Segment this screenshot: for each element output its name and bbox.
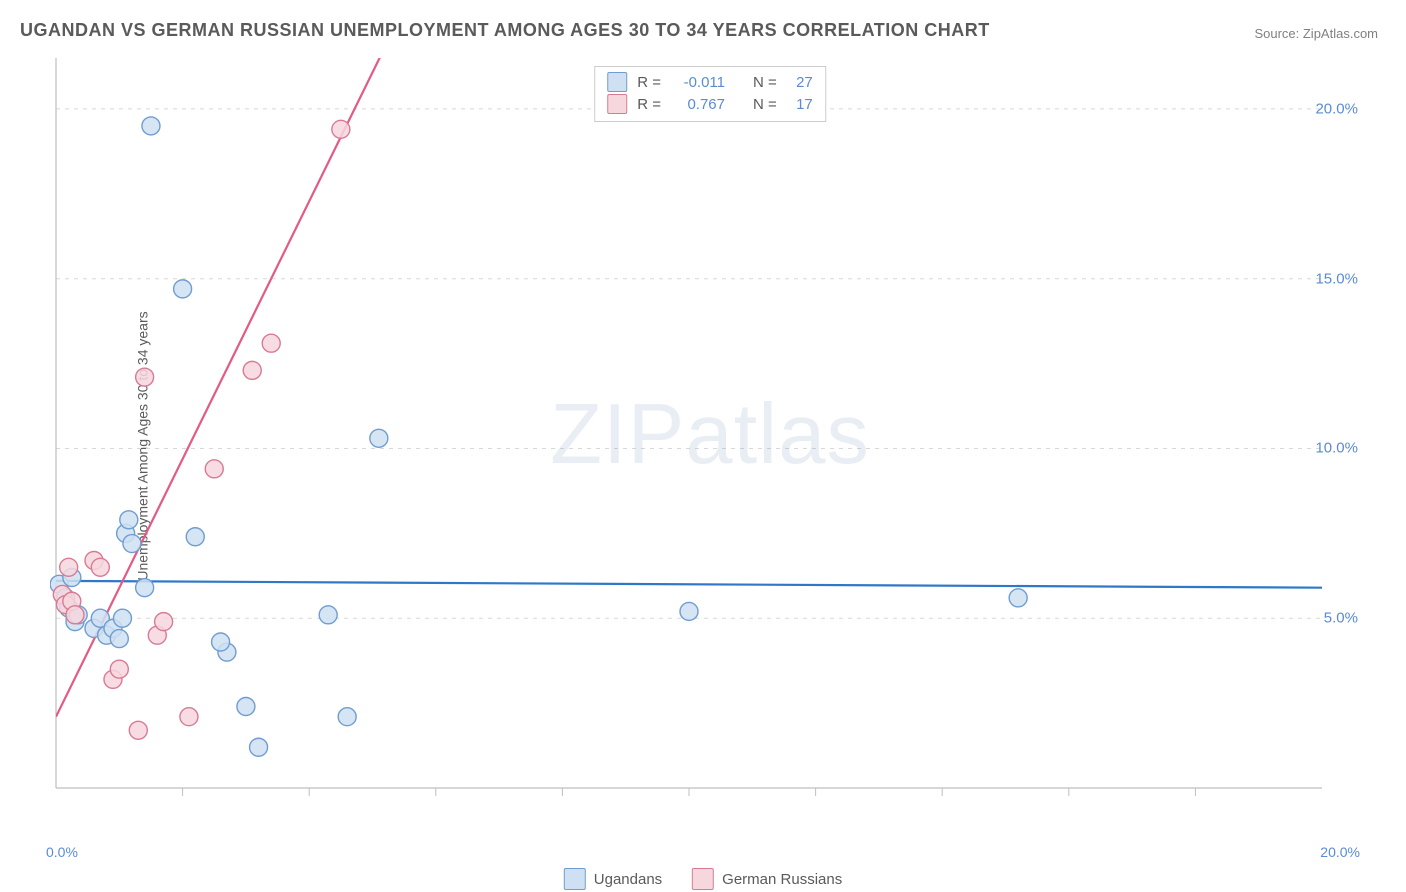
stat-row: R = 0.767 N = 17 <box>607 93 813 115</box>
series-legend: Ugandans German Russians <box>564 868 842 890</box>
stat-n-label: N = <box>753 96 777 113</box>
y-tick-label: 10.0% <box>1315 440 1358 457</box>
stat-r-label: R = <box>637 96 661 113</box>
stat-n-label: N = <box>753 74 777 91</box>
y-tick-label: 20.0% <box>1315 100 1358 117</box>
chart-title: UGANDAN VS GERMAN RUSSIAN UNEMPLOYMENT A… <box>20 20 990 41</box>
stat-swatch <box>607 94 627 114</box>
stat-n-value: 17 <box>787 96 813 113</box>
legend-swatch <box>564 868 586 890</box>
legend-swatch <box>692 868 714 890</box>
stat-swatch <box>607 72 627 92</box>
stats-box: R = -0.011 N = 27 R = 0.767 N = 17 <box>594 66 826 122</box>
chart-canvas <box>50 58 1370 828</box>
x-axis-ticks: 0.0% 20.0% <box>50 844 1370 862</box>
stat-r-value: 0.767 <box>671 96 725 113</box>
legend-label: German Russians <box>722 871 842 888</box>
stat-n-value: 27 <box>787 74 813 91</box>
y-tick-label: 15.0% <box>1315 270 1358 287</box>
legend-item: Ugandans <box>564 868 662 890</box>
x-tick-min: 0.0% <box>46 844 78 860</box>
stat-r-label: R = <box>637 74 661 91</box>
scatter-plot: ZIPatlas R =-0.011N =27R =0.767N =17 5.0… <box>50 58 1370 828</box>
source-attribution: Source: ZipAtlas.com <box>1254 26 1378 41</box>
stat-r-value: -0.011 <box>671 74 725 91</box>
legend-item: German Russians <box>692 868 842 890</box>
y-tick-label: 5.0% <box>1324 610 1358 627</box>
legend-label: Ugandans <box>594 871 662 888</box>
stat-row: R = -0.011 N = 27 <box>607 71 813 93</box>
x-tick-max: 20.0% <box>1320 844 1360 860</box>
